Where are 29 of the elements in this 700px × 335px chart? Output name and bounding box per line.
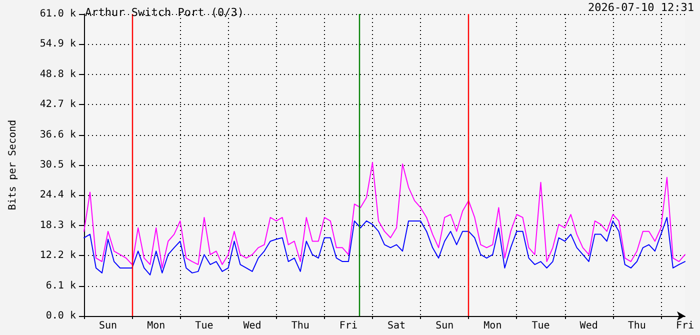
x-tick-label: Sun	[99, 320, 118, 332]
x-tick-label: Mon	[147, 320, 166, 332]
y-tick-label: 48.8 k	[40, 68, 76, 80]
x-tick-label: Thu	[291, 320, 310, 332]
x-tick-label: Wed	[243, 320, 262, 332]
x-tick-label: Sun	[436, 320, 454, 332]
line-series	[84, 162, 686, 268]
x-tick-label: Thu	[628, 320, 646, 332]
y-tick-label: 24.4 k	[40, 190, 76, 201]
y-tick-label: 30.5 k	[40, 160, 76, 170]
x-tick-label: Tue	[532, 320, 550, 332]
y-tick-label: 0.0 k	[46, 310, 76, 322]
y-axis-title: Bits per Second	[8, 120, 18, 210]
x-tick-label: Wed	[580, 320, 598, 332]
y-tick-label: 42.7 k	[40, 99, 76, 110]
text: 2026-07-10 12:31	[588, 1, 694, 14]
line-series	[84, 216, 686, 276]
x-tick-label: Sat	[387, 320, 406, 332]
x-tick-label: Tue	[195, 320, 214, 332]
y-tick-label: 12.2 k	[40, 250, 76, 262]
y-tick-label: 6.1 k	[46, 280, 76, 292]
x-tick-label: Mon	[484, 320, 502, 332]
y-tick-label: 61.0 k	[40, 8, 76, 20]
y-tick-label: 36.6 k	[40, 129, 76, 140]
x-tick-label: Fri	[676, 320, 694, 332]
chart-title: Arthur Switch Port (0/3)	[85, 6, 244, 19]
x-tick-label: Fri	[339, 320, 358, 332]
y-tick-label: 54.9 k	[40, 38, 76, 50]
y-tick-label: 18.3 k	[40, 220, 76, 231]
